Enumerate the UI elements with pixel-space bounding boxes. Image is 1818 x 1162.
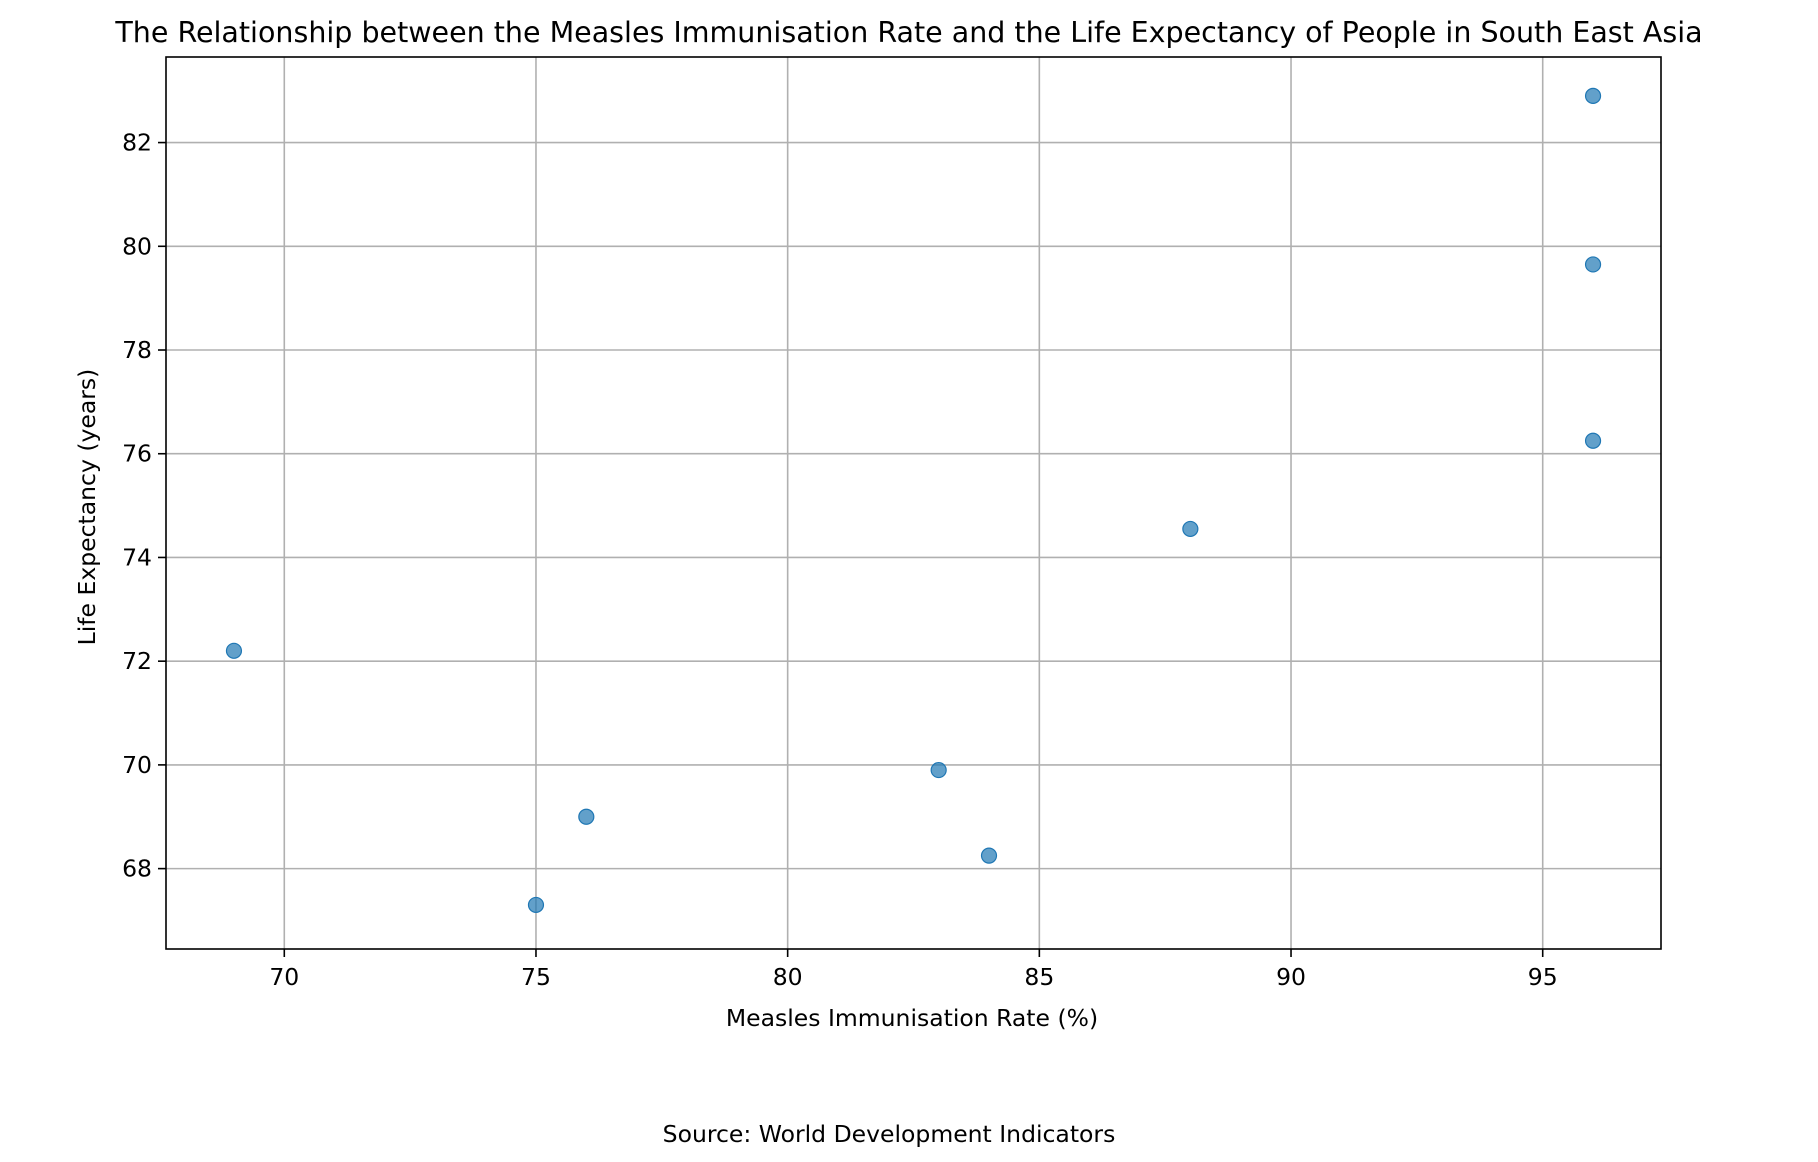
data-point [527, 896, 545, 914]
y-tick-label: 72 [122, 647, 152, 675]
data-point [578, 808, 595, 825]
y-axis-label: Life Expectancy (years) [73, 369, 101, 646]
data-point [225, 642, 243, 659]
y-tick-label: 82 [122, 129, 152, 157]
gridlines [166, 57, 1661, 949]
data-point [980, 847, 998, 864]
y-tick-label: 68 [122, 855, 152, 883]
y-tick-label: 70 [122, 751, 152, 779]
data-point [1584, 87, 1602, 104]
y-tick-label: 80 [122, 232, 152, 260]
axis-ticks: 70 75 80 85 90 95 68 70 72 74 76 78 80 82 [122, 129, 1558, 991]
source-note: Source: World Development Indicators [663, 1120, 1116, 1148]
x-axis-label: Measles Immunisation Rate (%) [726, 1004, 1098, 1032]
plot-area-frame [165, 56, 1662, 950]
x-tick-label: 95 [1528, 963, 1558, 991]
y-tick-label: 76 [122, 440, 152, 468]
y-tick-label: 78 [122, 336, 152, 364]
data-point [1584, 432, 1602, 449]
data-point [1182, 520, 1199, 538]
x-tick-label: 80 [773, 963, 803, 991]
data-point [930, 761, 947, 779]
y-tick-label: 74 [122, 543, 152, 571]
chart-title: The Relationship between the Measles Imm… [114, 16, 1702, 49]
x-tick-label: 85 [1024, 963, 1054, 991]
x-tick-label: 70 [269, 963, 299, 991]
data-points [225, 87, 1602, 914]
data-point [1584, 256, 1602, 273]
x-tick-label: 90 [1276, 963, 1306, 991]
x-tick-label: 75 [521, 963, 551, 991]
